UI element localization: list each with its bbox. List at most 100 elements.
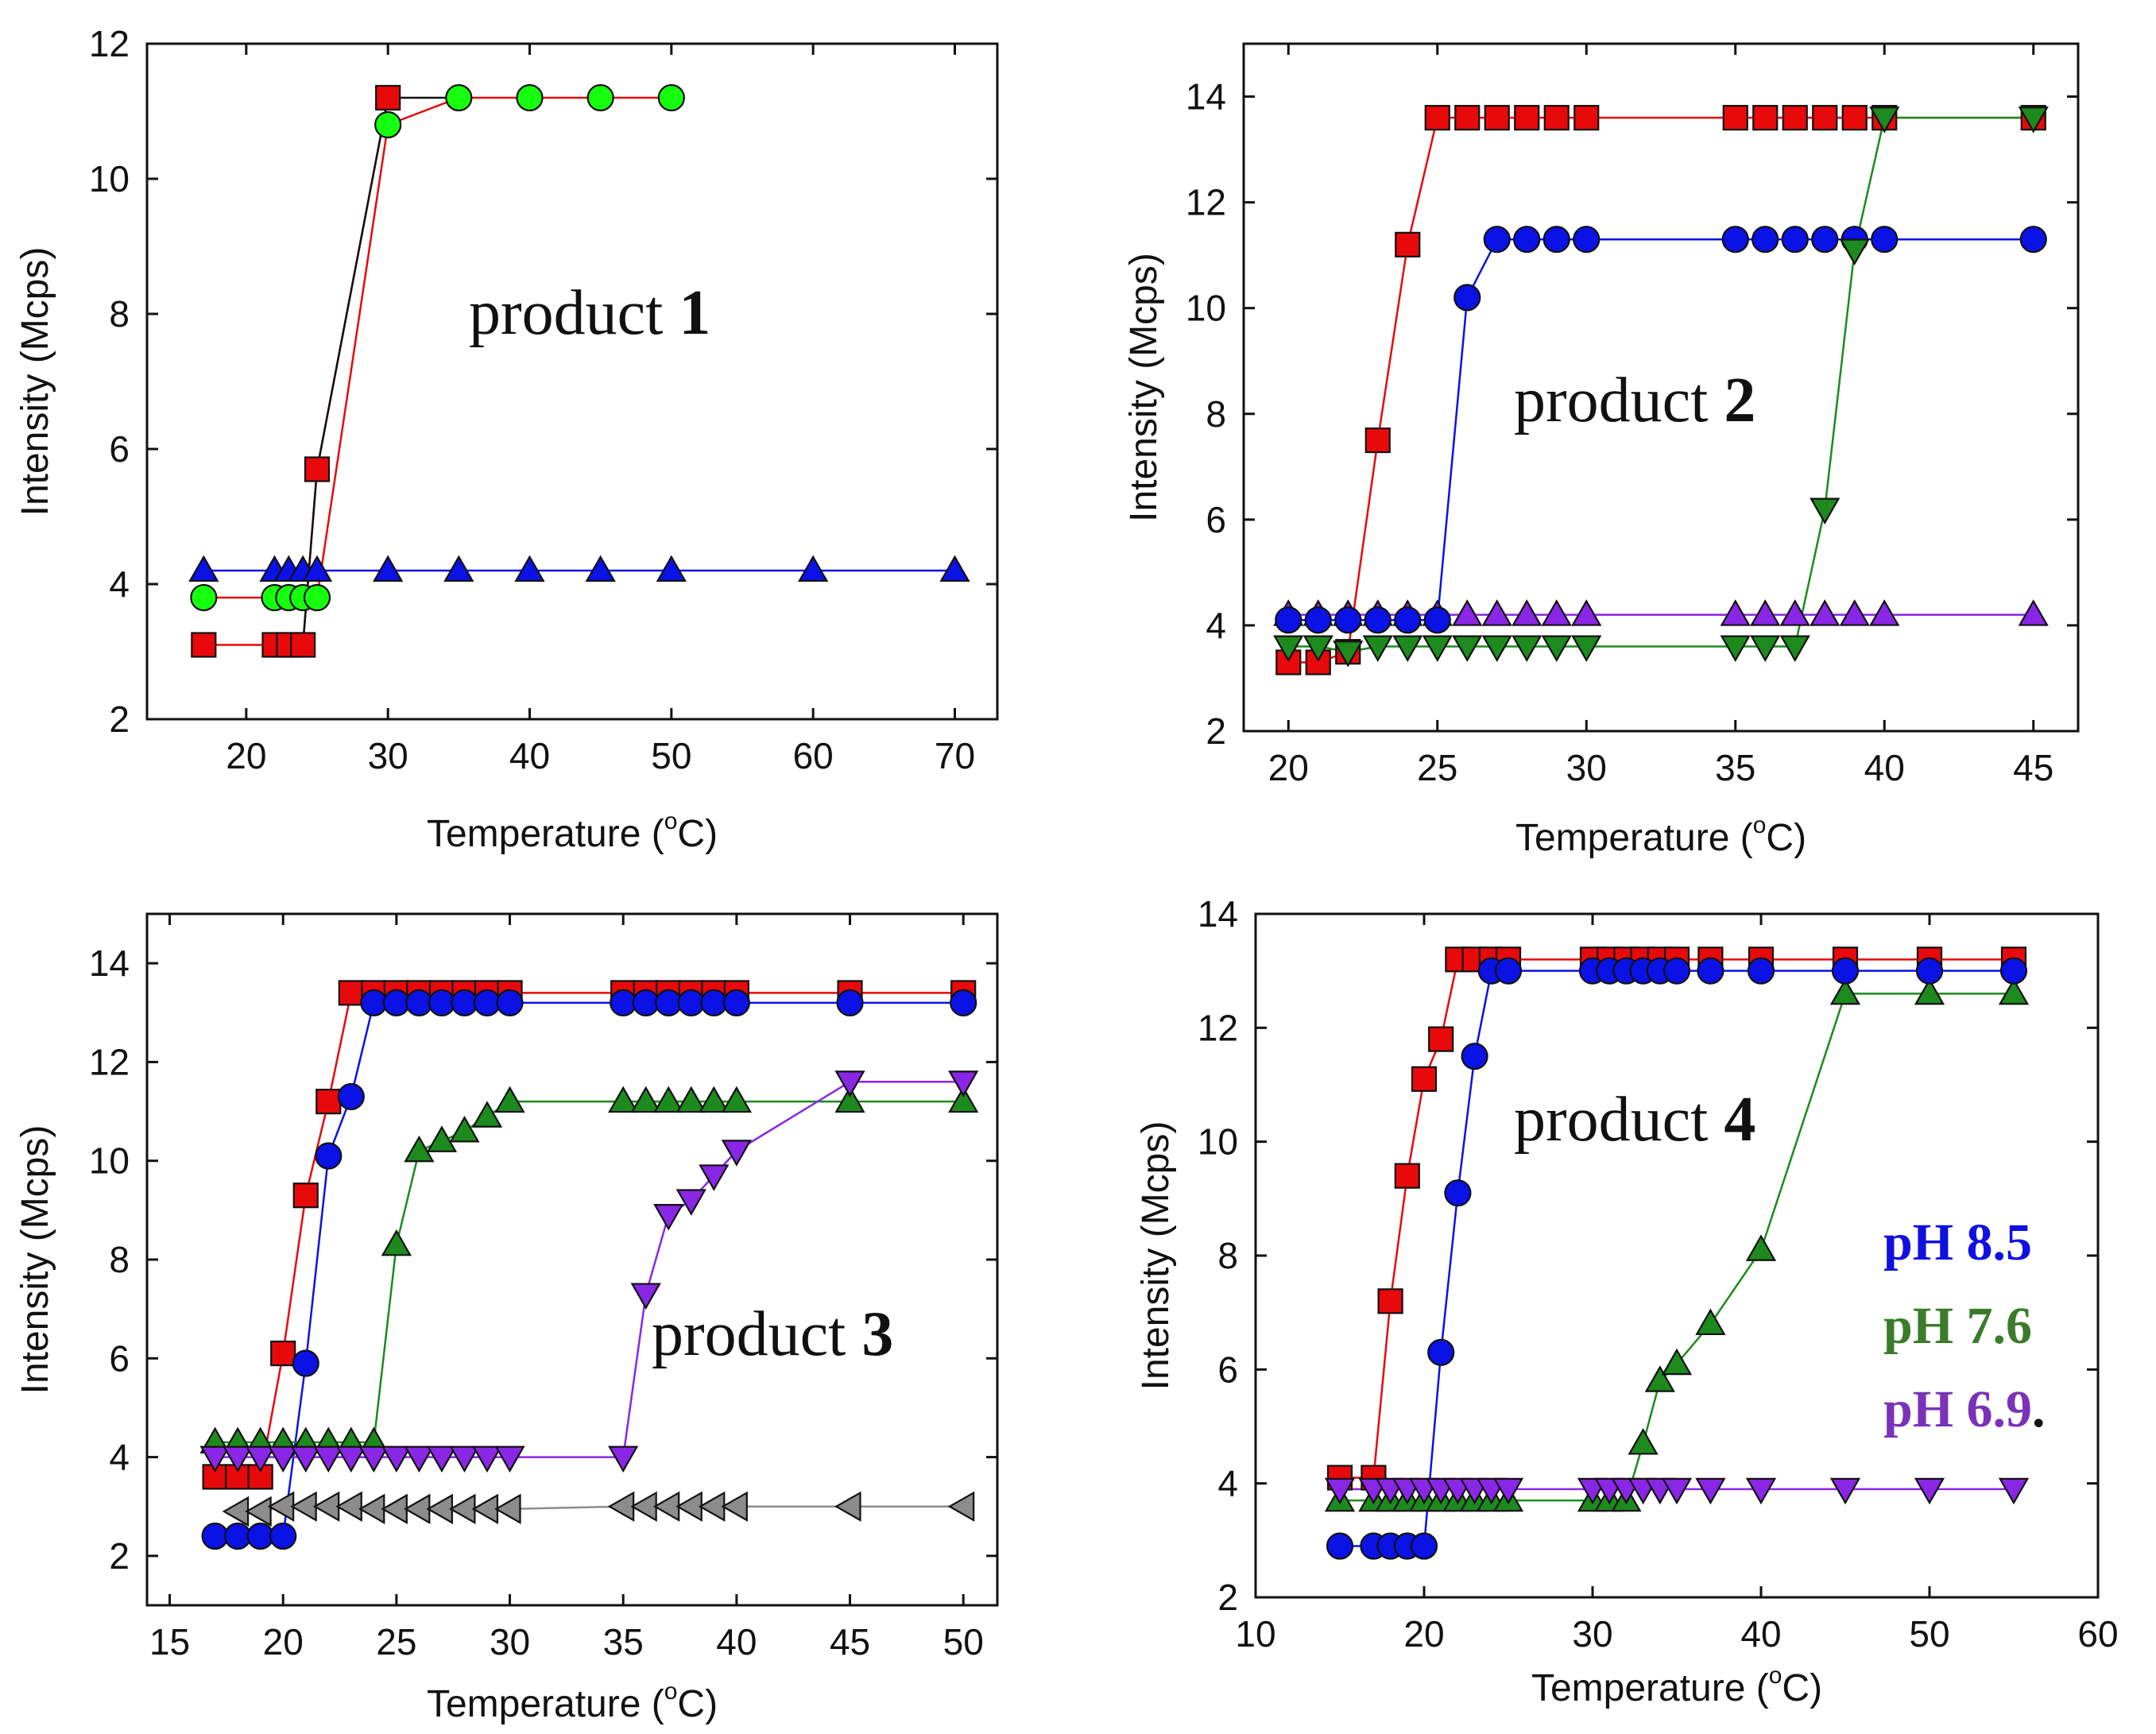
data-point [494, 1086, 525, 1113]
y-tick-label: 4 [109, 1437, 130, 1478]
data-point [1275, 606, 1303, 634]
data-point [445, 83, 473, 112]
product-annotation-text: product [652, 1299, 861, 1369]
data-point [494, 1493, 521, 1524]
data-point [1461, 1043, 1488, 1070]
data-point [1392, 635, 1423, 663]
data-point [1721, 226, 1749, 254]
x-tick-label: 30 [1572, 1613, 1612, 1655]
data-point [939, 555, 970, 583]
y-tick-label: 10 [1186, 288, 1226, 329]
data-point [1782, 105, 1808, 131]
data-point [1779, 635, 1810, 663]
data-point [1745, 1477, 1777, 1505]
data-point [1512, 635, 1542, 663]
data-point [1841, 105, 1868, 131]
data-point [1428, 1026, 1454, 1052]
data-point [1513, 226, 1541, 254]
data-point [675, 1086, 706, 1113]
data-point [360, 989, 388, 1016]
data-point [1869, 106, 1900, 134]
y-tick-label: 12 [1198, 1007, 1238, 1048]
data-point [1644, 1365, 1675, 1392]
data-point [630, 1086, 661, 1113]
data-point [1999, 957, 2028, 985]
data-point [381, 1229, 412, 1256]
y-axis-title: Intensity (Mcps) [1123, 253, 1165, 522]
data-point [656, 555, 687, 583]
data-point [2018, 599, 2049, 626]
data-point [246, 1522, 274, 1550]
data-point [188, 555, 219, 583]
y-tick-label: 14 [1198, 893, 1238, 935]
data-point [1423, 606, 1451, 634]
chart-panel-bottom-left: 15 20 25 30 35 40 45 50 2 4 6 8 10 12 14 Temperature (o… [14, 912, 999, 1725]
x-tick-label: 60 [793, 735, 834, 776]
data-point [653, 1204, 684, 1231]
data-point [1745, 1234, 1777, 1261]
y-tick-label: 2 [1206, 710, 1226, 752]
data-point [245, 1496, 272, 1527]
y-tick-label: 14 [89, 942, 130, 984]
data-point [1914, 1477, 1945, 1505]
data-point [338, 980, 364, 1006]
legend-ph-6-9-period: . [2032, 1380, 2046, 1438]
data-point [2018, 106, 2049, 134]
data-point [2019, 226, 2047, 254]
data-point [1514, 105, 1540, 131]
legend-ph-7-6: pH 7.6 [1883, 1297, 2032, 1355]
data-point [1394, 1163, 1420, 1189]
degree-sign: o [664, 808, 678, 834]
data-point [191, 632, 217, 658]
data-point [948, 1086, 979, 1113]
data-point [1326, 1532, 1354, 1560]
data-point [1411, 1066, 1438, 1092]
data-point [313, 1446, 344, 1473]
y-tick-label: 12 [89, 23, 130, 64]
y-axis-title: Intensity (Mcps) [1135, 1121, 1177, 1391]
data-point [337, 1082, 365, 1111]
data-point [290, 1446, 321, 1473]
data-point [1452, 599, 1483, 626]
data-point [335, 1491, 362, 1522]
data-point [1779, 599, 1810, 626]
data-point [1722, 105, 1748, 131]
x-tick-label: 10 [1235, 1613, 1275, 1655]
data-point [798, 555, 829, 583]
x-tick-label: 40 [716, 1621, 757, 1662]
product-annotation: product 4 [1514, 1085, 1755, 1155]
data-point [1542, 226, 1570, 254]
data-point [190, 583, 218, 612]
data-point [1333, 641, 1364, 668]
product-annotation-text: product [1514, 1085, 1724, 1155]
series-markers-red-squares [191, 84, 401, 658]
data-point [1747, 957, 1775, 985]
chart-panel-top-left: 20 30 40 50 60 70 2 4 6 8 10 12 Temperature (oC) Inte… [14, 23, 999, 855]
product-annotation: product 1 [469, 278, 710, 348]
x-tick-label: 45 [2013, 747, 2053, 788]
data-point [1720, 635, 1751, 663]
product-annotation-number: 3 [861, 1299, 893, 1369]
data-point [1750, 599, 1781, 626]
data-point [1454, 105, 1481, 131]
data-point [1697, 957, 1724, 985]
x-tick-label: 70 [935, 735, 975, 776]
data-point [1427, 1338, 1455, 1366]
x-axis-title-text: Temperature ( [427, 813, 664, 855]
x-tick-label: 20 [1268, 747, 1309, 788]
legend-ph-6-9-label: pH 6.9 [1883, 1380, 2032, 1438]
data-point [303, 583, 331, 612]
data-point [224, 1522, 252, 1550]
data-point [1453, 284, 1481, 312]
data-point [301, 555, 333, 583]
data-point [1543, 105, 1570, 131]
series-markers-purple-down-triangles [199, 1070, 979, 1473]
y-tick-label: 6 [109, 1337, 130, 1379]
degree-sign: o [1769, 1662, 1782, 1689]
data-point [1695, 1477, 1726, 1505]
data-point [1839, 238, 1870, 265]
data-point [1573, 226, 1601, 254]
data-point [471, 1446, 503, 1473]
product-annotation-text: product [469, 278, 679, 348]
